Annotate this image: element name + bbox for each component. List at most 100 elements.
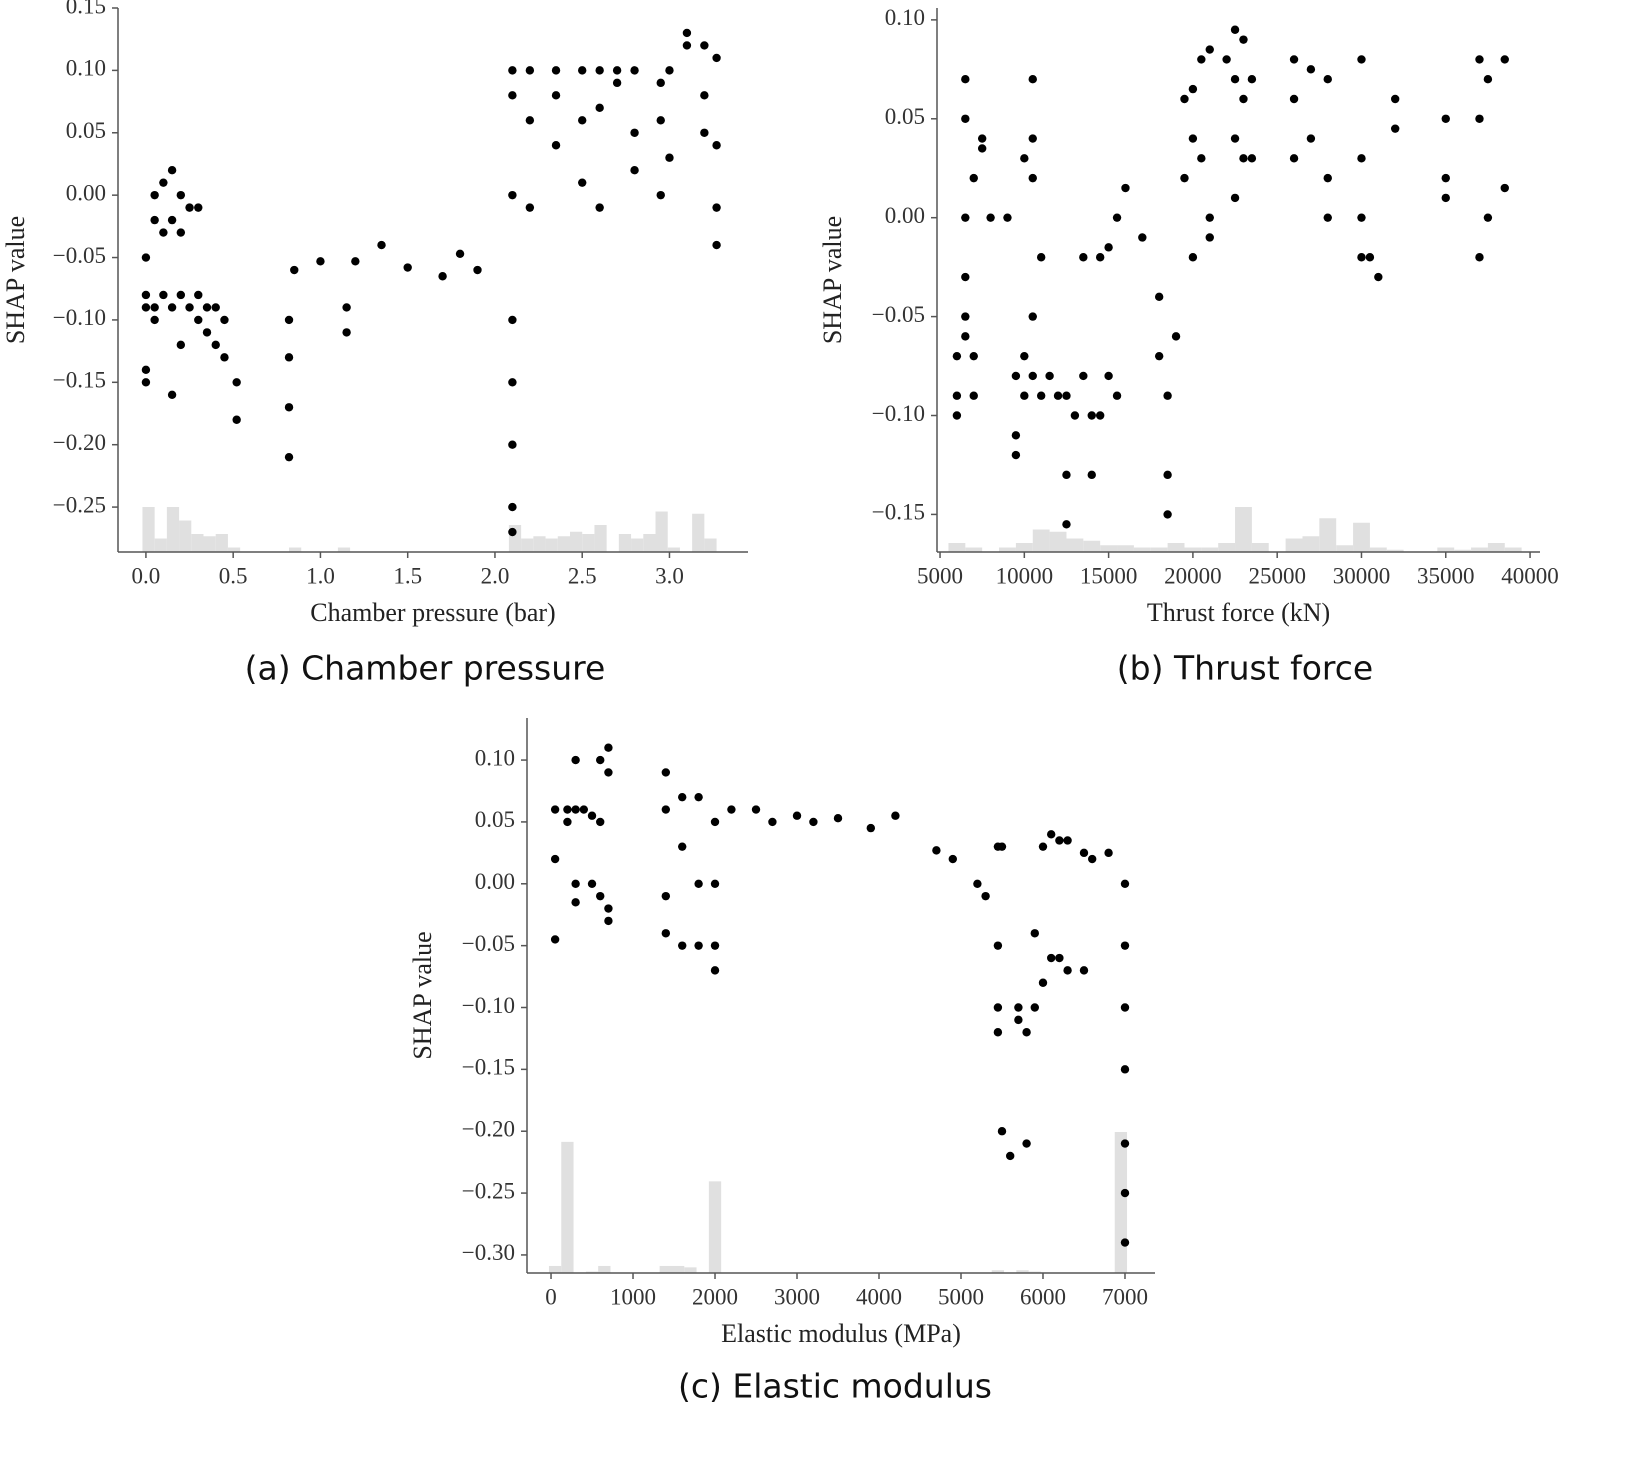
scatter-point [1163, 510, 1172, 519]
scatter-point [284, 452, 294, 462]
scatter-point [159, 290, 168, 300]
scatter-point [595, 103, 604, 113]
scatter-point [563, 817, 572, 827]
scatter-point [661, 891, 671, 901]
scatter-point [1171, 332, 1181, 341]
y-tick-label: 0.05 [885, 104, 925, 129]
scatter-point [150, 315, 159, 325]
scatter-point [948, 854, 958, 864]
scatter-point [377, 240, 386, 250]
histogram-bar [582, 534, 595, 552]
scatter-point [1365, 253, 1375, 262]
scatter-point [1475, 55, 1484, 64]
scatter-point [1500, 55, 1509, 64]
histogram-bar [1015, 543, 1033, 552]
scatter-point [833, 814, 843, 823]
scatter-point [1289, 154, 1299, 163]
scatter-point [167, 303, 177, 312]
scatter-point [1121, 183, 1130, 193]
scatter-point [961, 332, 970, 341]
scatter-point [973, 879, 982, 888]
scatter-point [1374, 272, 1383, 282]
histogram-bar [179, 520, 192, 552]
scatter-point [579, 805, 589, 814]
scatter-point [1120, 1139, 1130, 1148]
scatter-point [1120, 941, 1130, 950]
scatter-point [612, 78, 622, 88]
scatter-point [176, 340, 186, 350]
scatter-point [1230, 193, 1240, 203]
scatter-point [727, 805, 736, 814]
scatter-point [571, 755, 580, 765]
y-tick-label: −0.15 [53, 368, 106, 393]
scatter-point [661, 929, 671, 938]
scatter-point [1079, 371, 1088, 381]
scatter-point [1154, 292, 1164, 302]
scatter-point [550, 854, 560, 864]
scatter-point [1045, 371, 1054, 381]
histogram-bar [203, 536, 216, 552]
scatter-point [981, 891, 990, 901]
scatter-point [1087, 470, 1096, 480]
scatter-point [455, 249, 465, 258]
scatter-point [587, 811, 597, 820]
scatter-point [508, 315, 517, 325]
scatter-point [403, 263, 412, 272]
scatter-point [141, 365, 151, 375]
scatter-point [986, 213, 995, 222]
scatter-point [508, 527, 517, 537]
scatter-point [578, 116, 587, 125]
scatter-point [969, 391, 978, 400]
scatter-point [678, 792, 687, 802]
scatter-point [1475, 114, 1484, 123]
scatter-point [682, 41, 692, 50]
scatter-point [866, 823, 876, 833]
scatter-point [1104, 243, 1113, 252]
scatter-point [969, 173, 978, 183]
scatter-point [550, 805, 560, 814]
scatter-point [1028, 371, 1037, 381]
scatter-point [665, 66, 674, 75]
histogram-bar [704, 538, 717, 552]
scatter-point [961, 114, 970, 123]
scatter-point [1030, 929, 1039, 938]
y-tick-label: 0.00 [66, 180, 106, 205]
caption: (b) Thrust force [1117, 649, 1373, 688]
scatter-point [595, 203, 604, 212]
scatter-point [563, 805, 572, 814]
scatter-point [1062, 470, 1071, 480]
scatter-point [1062, 520, 1071, 529]
scatter-point [1390, 124, 1400, 133]
scatter-point [1020, 351, 1029, 361]
histogram-bar [1218, 543, 1236, 552]
scatter-point [211, 340, 220, 350]
scatter-point [1154, 351, 1164, 361]
scatter-point [710, 817, 720, 827]
scatter-point [656, 190, 665, 200]
scatter-point [1230, 134, 1240, 143]
scatter-point [1079, 848, 1089, 858]
scatter-point [194, 290, 203, 300]
histogram-bar [643, 534, 656, 552]
scatter-point [1038, 978, 1048, 987]
scatter-point [220, 315, 229, 325]
y-axis-label: SHAP value [818, 216, 847, 344]
histogram-bar [594, 525, 607, 552]
scatter-point [342, 328, 351, 337]
scatter-point [551, 141, 561, 150]
scatter-point [952, 391, 962, 400]
scatter-point [977, 144, 987, 153]
histogram-bar [991, 1270, 1005, 1273]
scatter-point [712, 53, 721, 63]
scatter-point [141, 378, 151, 387]
x-tick-label: 5000 [917, 563, 963, 588]
scatter-point [290, 265, 299, 275]
x-tick-label: 40000 [1501, 563, 1559, 588]
scatter-point [1441, 193, 1450, 203]
x-axis-label: Elastic modulus (MPa) [721, 1319, 961, 1348]
scatter-point [712, 203, 721, 212]
histogram-bar [1133, 547, 1151, 552]
scatter-point [1030, 1003, 1039, 1012]
scatter-point [1028, 134, 1037, 143]
histogram-bar [1167, 543, 1185, 552]
